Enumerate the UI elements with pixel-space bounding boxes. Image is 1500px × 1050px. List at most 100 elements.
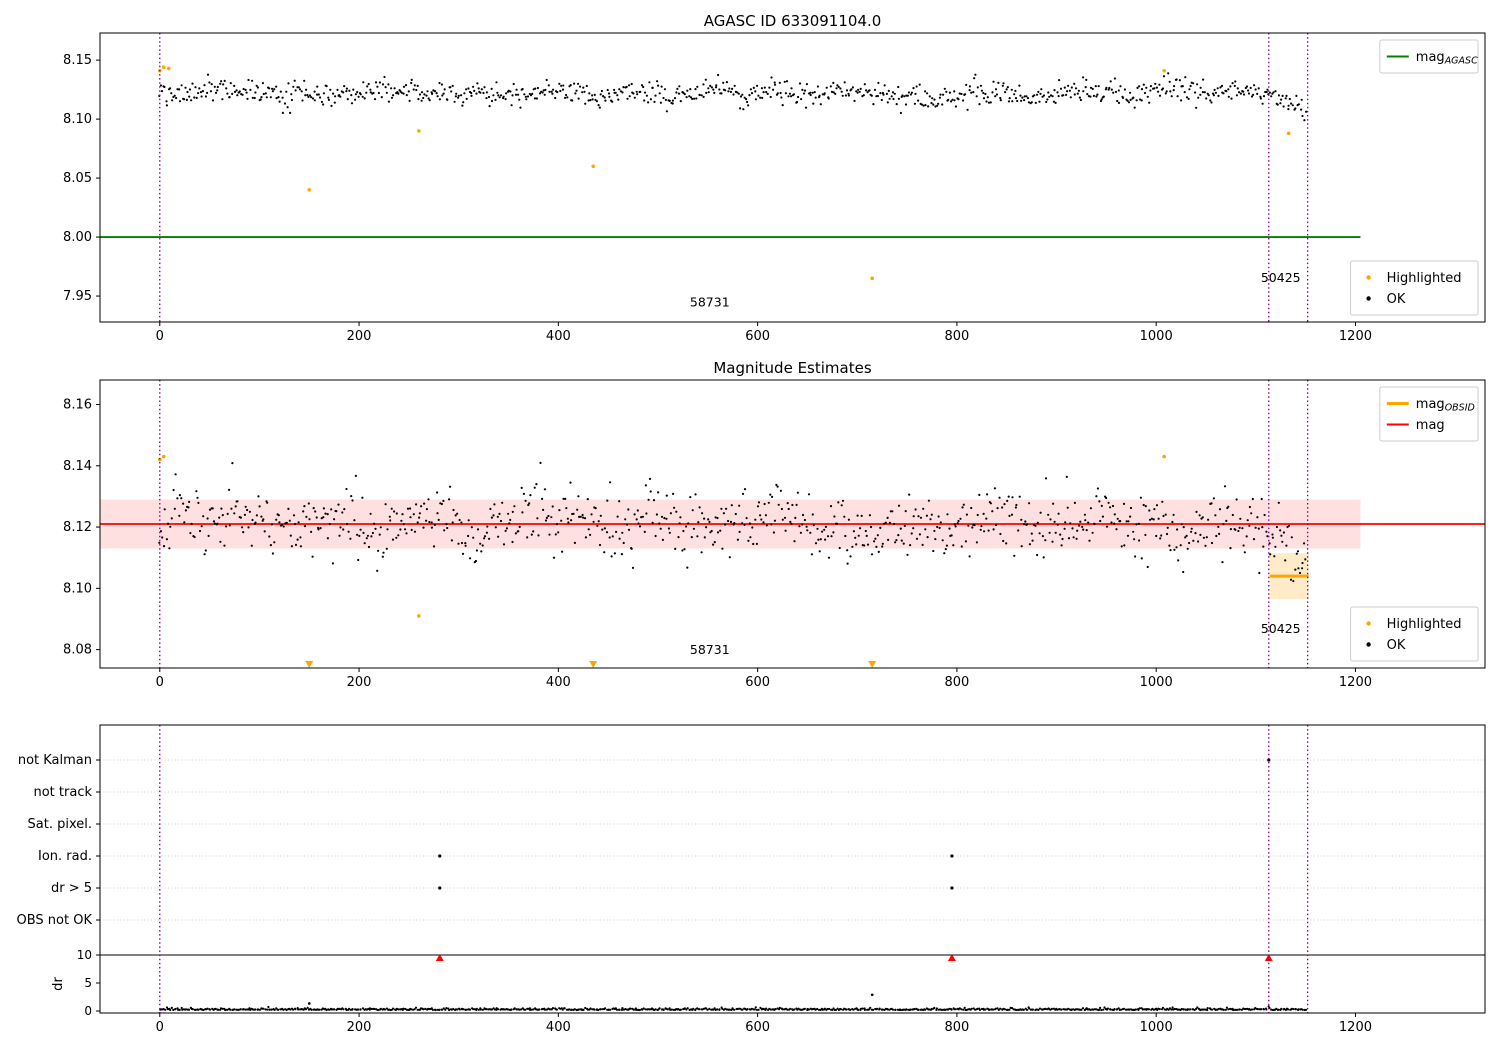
ok-point bbox=[846, 562, 849, 565]
dr-point bbox=[724, 1007, 727, 1010]
ok-point bbox=[772, 531, 776, 534]
ok-point bbox=[317, 528, 320, 531]
ok-point bbox=[707, 518, 710, 521]
dr-point bbox=[1103, 1006, 1106, 1009]
ok-point bbox=[387, 83, 390, 86]
ok-point bbox=[1231, 513, 1234, 517]
ok-point bbox=[300, 90, 303, 93]
ok-point bbox=[1143, 91, 1147, 95]
ok-point bbox=[924, 528, 927, 531]
dr-point bbox=[348, 1007, 351, 1010]
y-tick-label: 8.12 bbox=[63, 520, 92, 535]
dr-point bbox=[456, 1008, 459, 1011]
dr-point bbox=[1138, 1007, 1141, 1010]
ok-point bbox=[573, 541, 577, 545]
ok-point bbox=[1046, 98, 1049, 101]
ok-point bbox=[793, 540, 796, 543]
ok-point bbox=[1295, 94, 1298, 97]
ok-point bbox=[499, 519, 503, 523]
ok-point bbox=[387, 100, 390, 103]
ok-point bbox=[933, 529, 936, 533]
ok-point bbox=[809, 531, 812, 534]
ok-point bbox=[1004, 91, 1007, 94]
ok-point bbox=[805, 83, 809, 86]
ok-point bbox=[1133, 538, 1136, 541]
dr-point bbox=[187, 1008, 191, 1011]
ok-point bbox=[1084, 86, 1087, 89]
dr-tick-label: 0 bbox=[84, 1004, 92, 1018]
ok-point bbox=[777, 503, 780, 506]
ok-point bbox=[1155, 534, 1158, 538]
ok-point bbox=[779, 489, 783, 492]
ok-point bbox=[1112, 91, 1115, 94]
ok-point bbox=[263, 530, 266, 533]
ok-point bbox=[965, 83, 968, 86]
ok-point bbox=[668, 99, 671, 102]
ok-point bbox=[712, 88, 715, 91]
ok-point bbox=[589, 533, 592, 537]
dr-point bbox=[1206, 1007, 1209, 1010]
ok-point bbox=[1048, 531, 1051, 534]
ok-point bbox=[271, 87, 274, 90]
ok-point bbox=[543, 488, 547, 491]
x-tick-label: 1000 bbox=[1140, 675, 1173, 690]
dr-point bbox=[928, 1008, 931, 1011]
ok-point bbox=[1176, 95, 1179, 98]
ok-point bbox=[278, 521, 281, 524]
ok-point bbox=[1165, 90, 1168, 93]
ok-point bbox=[635, 518, 638, 521]
ok-point bbox=[972, 91, 975, 94]
ok-point bbox=[1303, 119, 1306, 122]
ok-point bbox=[665, 517, 668, 520]
dr-point bbox=[861, 1007, 864, 1010]
ok-point bbox=[636, 93, 639, 96]
x-tick-label: 800 bbox=[944, 329, 969, 344]
ok-point bbox=[347, 530, 350, 533]
ok-point bbox=[738, 504, 741, 507]
dr-point bbox=[438, 1008, 441, 1011]
dr-point bbox=[170, 1006, 173, 1010]
ok-point bbox=[216, 89, 219, 92]
ok-point bbox=[320, 100, 323, 103]
ok-point bbox=[1170, 95, 1173, 98]
ok-point bbox=[282, 525, 285, 528]
ok-point bbox=[710, 86, 714, 89]
dr-point bbox=[573, 1008, 576, 1011]
ok-point bbox=[279, 90, 282, 93]
ok-point bbox=[739, 107, 742, 110]
dr-point bbox=[310, 1008, 313, 1011]
dr-point bbox=[963, 1006, 966, 1010]
ok-point bbox=[957, 98, 960, 101]
ok-point bbox=[877, 81, 880, 84]
ok-point bbox=[1161, 500, 1164, 503]
dr-point bbox=[769, 1008, 773, 1011]
x-tick-label: 400 bbox=[546, 675, 571, 690]
ok-point bbox=[1245, 85, 1249, 88]
ok-point bbox=[376, 85, 379, 88]
dr-point bbox=[781, 1008, 784, 1011]
ok-point bbox=[976, 86, 979, 89]
ok-point bbox=[370, 535, 373, 538]
highlighted-point bbox=[1286, 131, 1291, 136]
ok-point bbox=[452, 508, 455, 512]
ok-point bbox=[876, 94, 880, 98]
ok-point bbox=[986, 493, 989, 496]
flag-category-label: dr > 5 bbox=[51, 881, 92, 896]
dr-point bbox=[1109, 1008, 1112, 1011]
ok-point bbox=[995, 523, 998, 527]
ok-point bbox=[979, 84, 983, 87]
ok-point bbox=[934, 538, 937, 541]
ok-point bbox=[751, 526, 754, 529]
ok-point bbox=[380, 96, 383, 99]
ok-point bbox=[345, 90, 348, 93]
ok-point bbox=[325, 85, 328, 88]
ok-point bbox=[499, 94, 503, 97]
ok-point bbox=[1148, 509, 1151, 512]
ok-point bbox=[1028, 543, 1031, 546]
ok-point bbox=[1064, 521, 1067, 524]
ok-point bbox=[1002, 82, 1005, 85]
ok-point bbox=[366, 85, 369, 88]
ok-point bbox=[1218, 508, 1222, 511]
ok-point bbox=[588, 92, 591, 95]
ok-point bbox=[894, 541, 897, 544]
